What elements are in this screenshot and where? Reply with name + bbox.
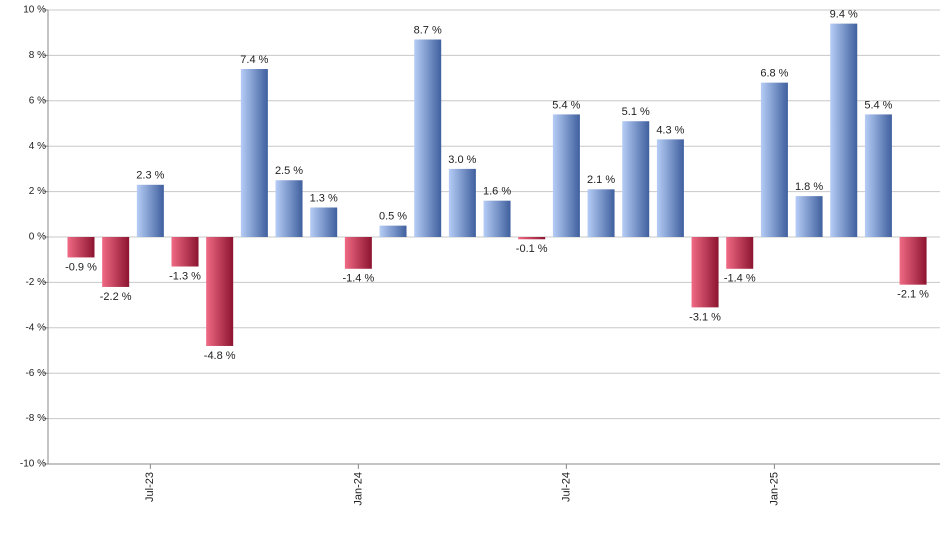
value-label: -1.4 %: [342, 273, 374, 285]
y-tick-label: 2 %: [29, 186, 46, 197]
value-label: -0.1 %: [516, 243, 548, 255]
value-label: -1.3 %: [169, 270, 201, 282]
value-label: 7.4 %: [240, 54, 268, 66]
x-tick-label: Jul-24: [560, 472, 572, 502]
value-label: 2.1 %: [587, 174, 615, 186]
bar: [622, 121, 650, 237]
value-label: 0.5 %: [379, 211, 407, 223]
value-label: -2.1 %: [897, 289, 929, 301]
value-label: 1.8 %: [795, 181, 823, 193]
value-label: 2.5 %: [275, 165, 303, 177]
bar: [414, 39, 442, 238]
y-tick-label: -6 %: [25, 368, 46, 379]
value-label: 6.8 %: [760, 68, 788, 80]
bar: [275, 180, 303, 237]
y-tick-label: -2 %: [25, 277, 46, 288]
value-label: -0.9 %: [65, 261, 97, 273]
bar: [795, 196, 823, 237]
y-tick-label: 10 %: [23, 5, 46, 16]
bar: [864, 114, 892, 237]
bar: [518, 237, 546, 240]
value-label: -2.2 %: [100, 291, 132, 303]
bar: [830, 23, 858, 238]
bar: [656, 139, 684, 237]
y-tick-label: 4 %: [29, 141, 46, 152]
bar: [344, 237, 372, 269]
bar: [760, 82, 788, 237]
bar: [379, 225, 407, 237]
value-label: 4.3 %: [656, 124, 684, 136]
bar: [171, 237, 199, 267]
y-tick-label: 0 %: [29, 232, 46, 243]
y-tick-label: 8 %: [29, 50, 46, 61]
value-label: 3.0 %: [448, 154, 476, 166]
value-label: 5.4 %: [864, 99, 892, 111]
value-label: 5.4 %: [552, 99, 580, 111]
value-label: 9.4 %: [830, 9, 858, 21]
y-tick-label: -10 %: [20, 459, 46, 470]
value-label: -3.1 %: [689, 311, 721, 323]
bar: [136, 184, 164, 237]
bar: [691, 237, 719, 308]
bar: [240, 69, 268, 238]
value-label: 8.7 %: [414, 24, 442, 36]
bar: [67, 237, 95, 258]
x-tick-label: Jan-25: [768, 472, 780, 506]
value-label: -1.4 %: [724, 273, 756, 285]
bar: [483, 200, 511, 237]
x-tick-label: Jul-23: [144, 472, 156, 502]
value-label: 2.3 %: [136, 170, 164, 182]
y-tick-label: -8 %: [25, 413, 46, 424]
bar: [726, 237, 754, 269]
bar: [102, 237, 130, 287]
bar: [206, 237, 234, 346]
y-tick-label: 6 %: [29, 95, 46, 106]
bar: [448, 168, 476, 237]
y-tick-label: -4 %: [25, 322, 46, 333]
bar: [552, 114, 580, 237]
value-label: 5.1 %: [622, 106, 650, 118]
value-label: -4.8 %: [204, 350, 236, 362]
x-tick-label: Jan-24: [352, 472, 364, 506]
value-label: 1.3 %: [310, 192, 338, 204]
value-label: 1.6 %: [483, 186, 511, 198]
bar: [310, 207, 338, 237]
bar: [587, 189, 615, 237]
bar: [899, 237, 927, 285]
